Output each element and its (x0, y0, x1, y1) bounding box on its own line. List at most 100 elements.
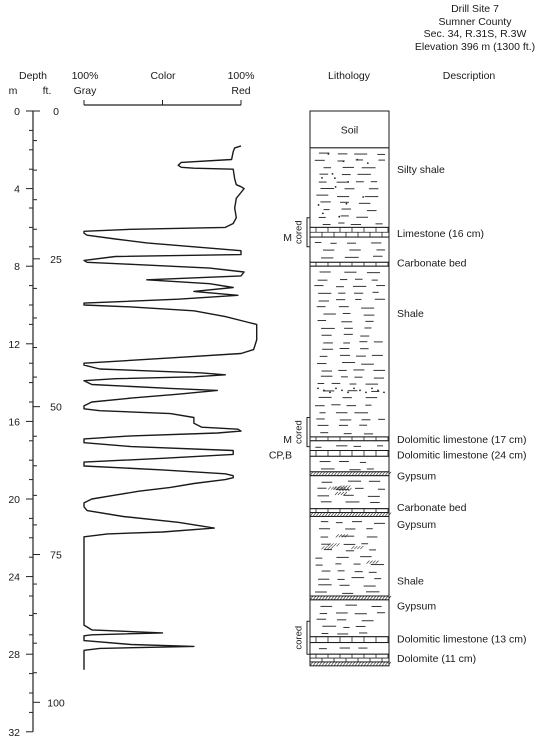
gypsum-hatch (312, 595, 317, 601)
lithology-description: Carbonate bed (397, 502, 467, 514)
gypsum-hatch (378, 661, 383, 667)
gypsum-hatch (327, 512, 332, 517)
gypsum-nodule (357, 545, 361, 550)
gypsum-hatch (339, 512, 344, 517)
gypsum-nodule (341, 534, 345, 538)
gypsum-hatch (318, 512, 323, 517)
lithology-soil-label: Soil (341, 124, 359, 136)
silt-dot (345, 202, 348, 205)
lithology-column: Soil (309, 110, 392, 667)
silt-dot (383, 391, 385, 394)
silt-dot (321, 212, 324, 215)
depth-tick-label-m: 24 (8, 572, 20, 584)
gypsum-hatch (330, 512, 335, 517)
site-county: Sumner County (438, 15, 512, 28)
gypsum-hatch (318, 661, 323, 667)
gypsum-nodule (333, 543, 337, 547)
lithology-unit (309, 265, 390, 438)
gypsum-hatch (333, 512, 338, 517)
gypsum-nodule (334, 491, 339, 496)
gypsum-nodule (340, 491, 345, 496)
depth-header: Depth (18, 70, 48, 82)
depth-tick-label-m: 12 (8, 339, 20, 351)
gypsum-hatch (366, 661, 371, 667)
silt-dot (317, 204, 320, 206)
gypsum-hatch (363, 471, 368, 476)
gypsum-nodule (345, 487, 349, 492)
gypsum-hatch (369, 661, 374, 667)
gypsum-hatch (381, 471, 386, 476)
depth-tick-label-ft: 25 (50, 254, 62, 266)
gypsum-hatch (351, 471, 356, 476)
gypsum-hatch (366, 595, 371, 601)
gypsum-hatch (372, 595, 377, 601)
gypsum-hatch (330, 595, 335, 601)
gypsum-hatch (354, 661, 359, 667)
gypsum-hatch (375, 595, 380, 601)
gypsum-nodule (351, 545, 355, 550)
silt-dot (331, 172, 334, 175)
gypsum-hatch (342, 512, 347, 517)
gypsum-hatch (384, 471, 389, 476)
gypsum-hatch (315, 595, 320, 601)
gypsum-hatch (378, 595, 383, 601)
gypsum-hatch (348, 661, 353, 667)
gypsum-hatch (342, 595, 347, 601)
gypsum-hatch (351, 512, 356, 517)
gypsum-hatch (315, 661, 320, 667)
depth-scale: 0 4 8 12 16 20 24 28 32 0 25 50 75 100 (8, 106, 65, 739)
lithology-unit (309, 147, 390, 228)
gypsum-hatch (315, 512, 320, 517)
core-side-label: M (283, 434, 292, 446)
lithology-unit (309, 515, 390, 597)
silt-dot (335, 387, 337, 390)
lithology-description: Shale (397, 575, 424, 587)
gypsum-nodule (338, 534, 342, 538)
gypsum-hatch (369, 512, 374, 517)
gypsum-hatch (330, 661, 335, 667)
gypsum-hatch (360, 471, 365, 476)
gypsum-hatch (387, 512, 392, 517)
gypsum-hatch (324, 661, 329, 667)
gypsum-nodule (336, 543, 340, 547)
silt-dot (371, 387, 373, 390)
gypsum-hatch (342, 471, 347, 476)
lithology-unit (309, 450, 390, 457)
gypsum-hatch (363, 595, 368, 601)
depth-m-header: m (8, 85, 18, 97)
gypsum-hatch (387, 661, 392, 667)
gypsum-hatch (330, 471, 335, 476)
gypsum-hatch (342, 661, 347, 667)
cored-label: cored (294, 420, 305, 444)
description-column: Silty shale Limestone (16 cm) Carbonate be… (397, 164, 527, 665)
gypsum-hatch (360, 595, 365, 601)
gypsum-hatch (387, 595, 392, 601)
gypsum-nodule (341, 486, 346, 490)
gypsum-hatch (336, 512, 341, 517)
gypsum-hatch (345, 471, 350, 476)
depth-tick-label-m: 0 (14, 106, 20, 118)
gypsum-hatch (381, 595, 386, 601)
gypsum-hatch (321, 471, 326, 476)
depth-tick-label-m: 16 (8, 416, 20, 428)
gypsum-hatch (375, 471, 380, 476)
gypsum-nodule (354, 545, 358, 550)
gypsum-nodule (333, 486, 338, 490)
gypsum-hatch (345, 512, 350, 517)
gypsum-hatch (363, 512, 368, 517)
cored-label: cored (294, 220, 305, 244)
silt-dot (377, 389, 379, 392)
gypsum-hatch (345, 595, 350, 601)
gypsum-hatch (318, 471, 323, 476)
lithology-description: Dolomitic limestone (24 cm) (397, 449, 527, 461)
gypsum-hatch (369, 471, 374, 476)
lithology-unit (309, 636, 390, 644)
silt-dot (341, 389, 343, 392)
silt-dot (347, 391, 349, 394)
gypsum-hatch (363, 661, 368, 667)
silt-dot (342, 160, 345, 163)
gypsum-nodule (369, 560, 373, 564)
gypsum-nodule (324, 546, 328, 550)
gypsum-nodule (344, 534, 348, 538)
lithology-description: Dolomitic limestone (13 cm) (397, 634, 527, 646)
